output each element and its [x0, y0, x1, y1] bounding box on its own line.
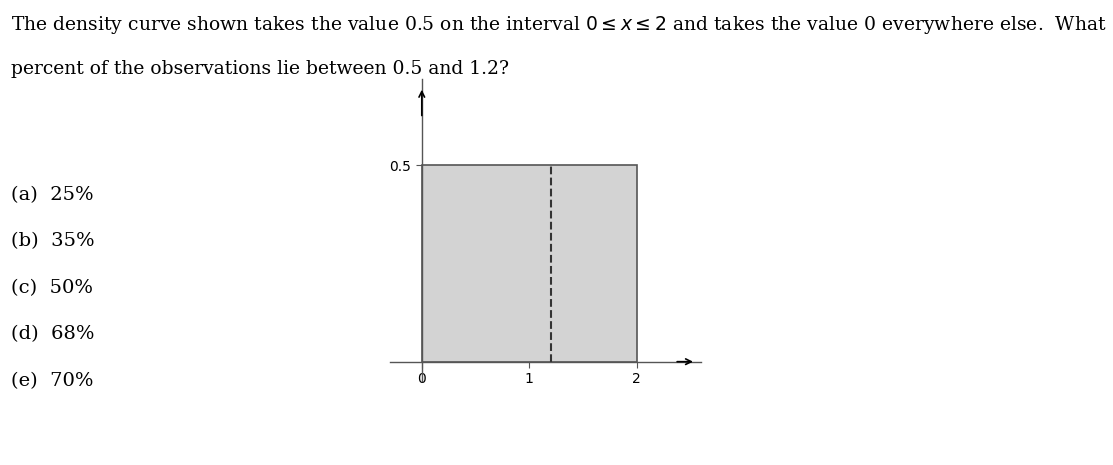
Text: (b)  35%: (b) 35% — [11, 232, 95, 251]
Text: (e)  70%: (e) 70% — [11, 372, 93, 390]
Bar — [422, 166, 637, 362]
Text: (a)  25%: (a) 25% — [11, 186, 93, 204]
Text: The density curve shown takes the value 0.5 on the interval $0 \leq x \leq 2$ an: The density curve shown takes the value … — [11, 14, 1107, 36]
Text: percent of the observations lie between 0.5 and 1.2?: percent of the observations lie between … — [11, 60, 509, 79]
Text: (c)  50%: (c) 50% — [11, 279, 93, 297]
Text: (d)  68%: (d) 68% — [11, 326, 95, 344]
